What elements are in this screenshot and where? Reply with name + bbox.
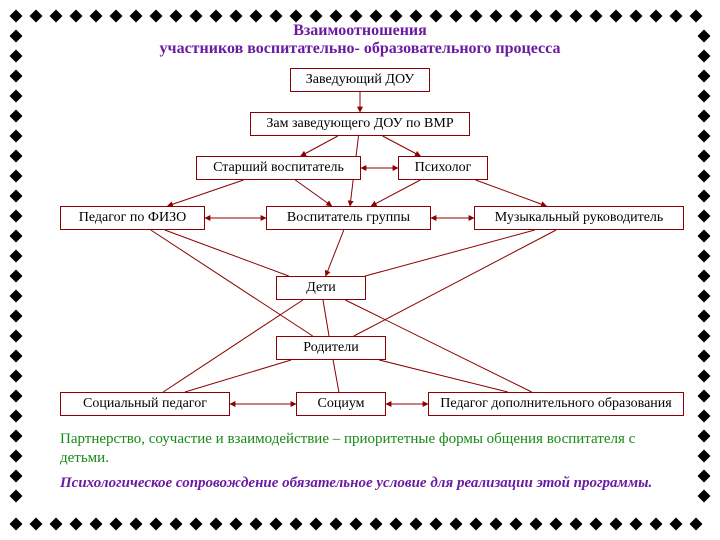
node-label: Дети — [306, 280, 336, 296]
node-label: Педагог дополнительного образования — [440, 396, 671, 412]
title-line-1: Взаимоотношения — [100, 22, 620, 40]
node-social: Социальный педагог — [60, 392, 230, 416]
edge — [295, 180, 331, 206]
edge — [301, 136, 338, 156]
caption-partnership: Партнерство, соучастие и взаимодействие … — [60, 430, 660, 468]
node-parents: Родители — [276, 336, 386, 360]
node-head: Заведующий ДОУ — [290, 68, 430, 92]
node-label: Психолог — [415, 160, 472, 176]
node-label: Социальный педагог — [83, 396, 207, 412]
node-label: Старший воспитатель — [213, 160, 344, 176]
edge — [333, 360, 339, 392]
node-society: Социум — [296, 392, 386, 416]
node-label: Социум — [318, 396, 365, 412]
node-label: Воспитатель группы — [287, 210, 410, 226]
node-label: Заведующий ДОУ — [306, 72, 414, 88]
edge — [476, 180, 547, 206]
edge — [168, 180, 244, 206]
node-label: Родители — [303, 340, 358, 356]
node-senior: Старший воспитатель — [196, 156, 361, 180]
edge — [165, 230, 289, 276]
edge — [379, 360, 508, 392]
edge — [323, 300, 329, 336]
edge — [326, 230, 344, 276]
edge — [371, 180, 420, 206]
node-label: Музыкальный руководитель — [495, 210, 664, 226]
node-fizo: Педагог по ФИЗО — [60, 206, 205, 230]
node-extra: Педагог дополнительного образования — [428, 392, 684, 416]
edge — [354, 230, 556, 336]
diagram-stage: { "canvas": { "width": 720, "height": 54… — [0, 0, 720, 540]
caption-text: Психологическое сопровождение обязательн… — [60, 475, 652, 491]
edge — [185, 360, 291, 392]
node-label: Зам заведующего ДОУ по ВМР — [266, 116, 453, 132]
diagram-title: Взаимоотношения участников воспитательно… — [100, 22, 620, 58]
caption-psychology: Психологическое сопровождение обязательн… — [60, 474, 660, 493]
title-line-2: участников воспитательно- образовательно… — [100, 40, 620, 58]
edge — [383, 136, 421, 156]
node-deputy: Зам заведующего ДОУ по ВМР — [250, 112, 470, 136]
node-children: Дети — [276, 276, 366, 300]
caption-text: Партнерство, соучастие и взаимодействие … — [60, 431, 635, 466]
node-music: Музыкальный руководитель — [474, 206, 684, 230]
node-label: Педагог по ФИЗО — [79, 210, 186, 226]
node-psych: Психолог — [398, 156, 488, 180]
edge — [365, 230, 535, 276]
node-group-educator: Воспитатель группы — [266, 206, 431, 230]
